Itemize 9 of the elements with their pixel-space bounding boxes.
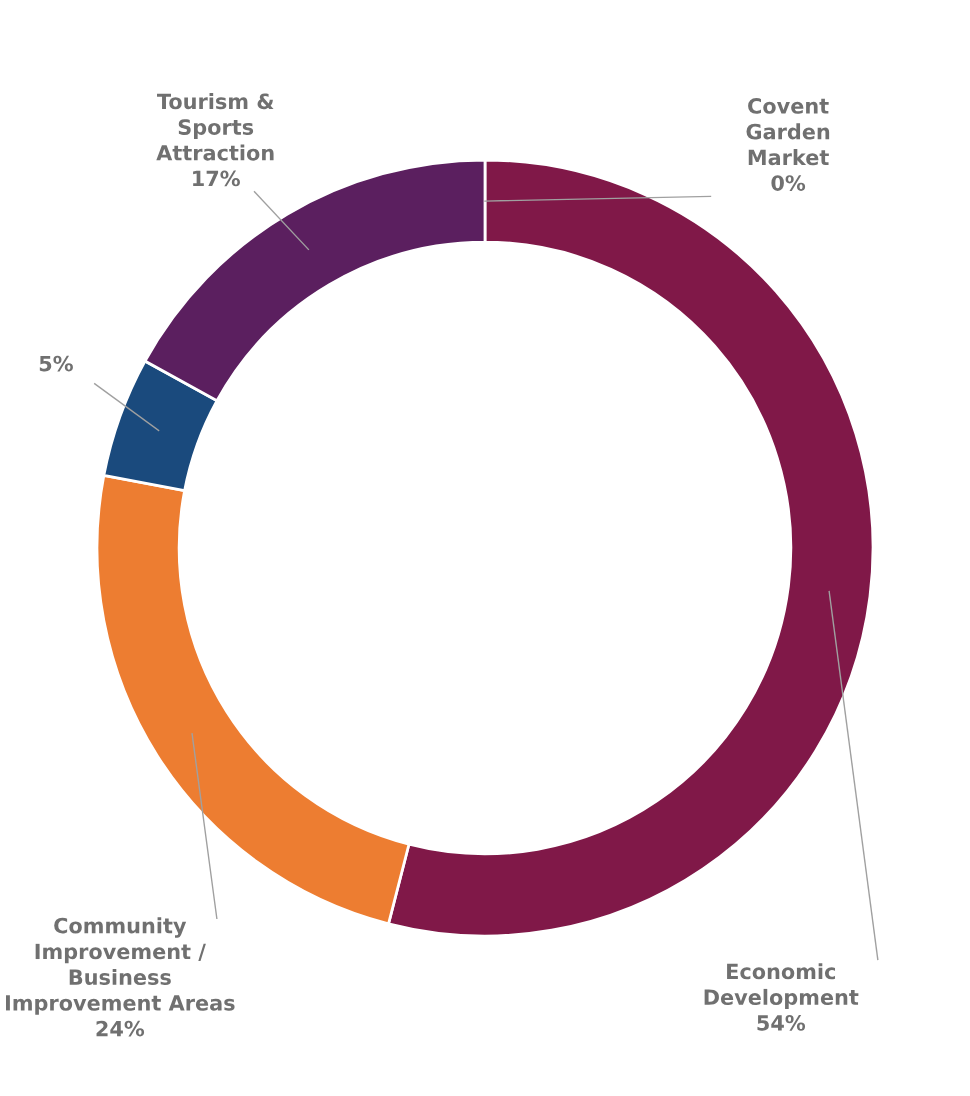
category-label: Covent Garden Market: [746, 98, 830, 166]
slice-label: Tourism & Sports Attraction: [156, 93, 274, 161]
data-label: 54%: [757, 1014, 806, 1031]
text: 0%: [771, 175, 806, 191]
data-label: 17%: [193, 170, 240, 187]
data-label: 5%: [39, 355, 73, 372]
data-label: 24%: [96, 1020, 145, 1037]
slice-label: Economic Development: [704, 963, 859, 1010]
slice-label: Community Improvement / Business Improvement Areas: [5, 917, 235, 1015]
